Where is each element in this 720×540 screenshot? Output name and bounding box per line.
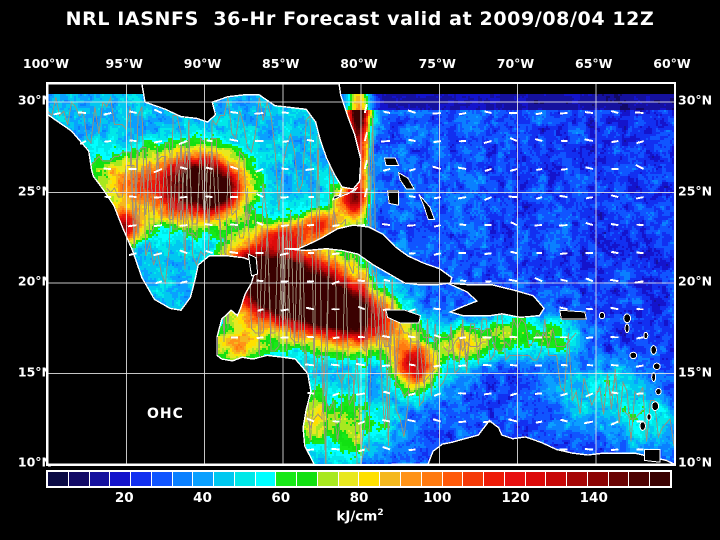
colorbar-swatch-3 — [110, 472, 132, 486]
lat-label-left-25N: 25°N — [18, 183, 52, 198]
landmass-trinidad — [643, 449, 661, 463]
isobath-contours — [48, 95, 674, 464]
graticule — [48, 84, 674, 464]
figure-title: NRL IASNFS 36-Hr Forecast valid at 2009/… — [0, 8, 720, 30]
colorbar-swatch-19 — [442, 472, 464, 486]
lon-label-65W: 65°W — [575, 56, 612, 71]
landmass-yucatan_sea — [247, 253, 259, 277]
lon-label-100W: 100°W — [23, 56, 69, 71]
landmass-puertorico — [559, 309, 588, 320]
lat-label-right-15N: 15°N — [678, 364, 712, 379]
landmass-sa — [391, 419, 674, 464]
colorbar-swatch-6 — [172, 472, 194, 486]
lat-label-right-20N: 20°N — [678, 274, 712, 289]
colorbar-swatch-25 — [567, 472, 588, 486]
map-plot-area: OHC — [46, 82, 676, 466]
colorbar-swatch-0 — [48, 472, 69, 486]
lat-label-left-10N: 10°N — [18, 455, 52, 470]
colorbar-tick-40: 40 — [193, 490, 212, 506]
colorbar-swatch-20 — [463, 472, 485, 486]
landmass-bahamas2 — [397, 171, 416, 190]
lon-label-75W: 75°W — [419, 56, 456, 71]
colorbar-tick-80: 80 — [350, 490, 369, 506]
landmass-bahamas1 — [383, 157, 400, 166]
lat-label-left-30N: 30°N — [18, 93, 52, 108]
lon-label-80W: 80°W — [340, 56, 377, 71]
lat-label-right-30N: 30°N — [678, 93, 712, 108]
colorbar-tick-60: 60 — [271, 490, 290, 506]
colorbar-swatch-13 — [317, 472, 339, 486]
colorbar-tick-20: 20 — [115, 490, 134, 506]
lon-label-90W: 90°W — [184, 56, 221, 71]
colorbar-swatch-17 — [401, 472, 422, 486]
colorbar-swatch-1 — [68, 472, 90, 486]
lat-label-left-20N: 20°N — [18, 274, 52, 289]
colorbar-swatch-15 — [359, 472, 381, 486]
lat-label-right-10N: 10°N — [678, 455, 712, 470]
colorbar-unit-exponent: 2 — [377, 508, 383, 518]
colorbar-swatch-28 — [629, 472, 651, 486]
landmass-jamaica — [385, 309, 422, 324]
landmass-cuba — [284, 224, 453, 286]
colorbar-tick-140: 140 — [580, 490, 608, 506]
lon-label-60W: 60°W — [653, 56, 690, 71]
colorbar-swatch-12 — [297, 472, 318, 486]
lon-label-85W: 85°W — [262, 56, 299, 71]
colorbar-swatch-21 — [484, 472, 505, 486]
coastlines — [48, 84, 674, 464]
colorbar-swatch-2 — [89, 472, 111, 486]
ohc-heatmap-canvas — [48, 84, 674, 464]
colorbar-swatch-29 — [650, 472, 670, 486]
colorbar-swatch-11 — [276, 472, 298, 486]
colorbar-swatch-10 — [255, 472, 277, 486]
colorbar — [46, 470, 672, 488]
colorbar-tick-120: 120 — [501, 490, 529, 506]
lat-label-right-25N: 25°N — [678, 183, 712, 198]
colorbar-swatch-14 — [338, 472, 360, 486]
colorbar-swatch-26 — [587, 472, 609, 486]
lesser-antilles — [598, 311, 662, 431]
colorbar-swatch-24 — [546, 472, 568, 486]
colorbar-tick-100: 100 — [423, 490, 451, 506]
current-vectors — [53, 103, 645, 453]
colorbar-swatch-18 — [421, 472, 443, 486]
colorbar-swatch-9 — [234, 472, 256, 486]
lat-label-left-15N: 15°N — [18, 364, 52, 379]
lon-label-95W: 95°W — [106, 56, 143, 71]
colorbar-unit-text: kJ/cm — [336, 509, 377, 525]
colorbar-swatch-22 — [504, 472, 526, 486]
colorbar-swatch-8 — [214, 472, 235, 486]
lon-label-70W: 70°W — [497, 56, 534, 71]
landmass-bahamas3 — [418, 194, 436, 221]
landmass-andros — [387, 190, 400, 206]
colorbar-swatch-7 — [193, 472, 215, 486]
colorbar-swatch-5 — [151, 472, 173, 486]
colorbar-swatch-27 — [608, 472, 630, 486]
field-label: OHC — [147, 406, 184, 422]
landmass-hispaniola — [446, 282, 545, 319]
colorbar-swatch-4 — [131, 472, 152, 486]
colorbar-unit-label: kJ/cm2 — [0, 508, 720, 525]
colorbar-swatch-16 — [380, 472, 402, 486]
colorbar-swatch-23 — [525, 472, 547, 486]
